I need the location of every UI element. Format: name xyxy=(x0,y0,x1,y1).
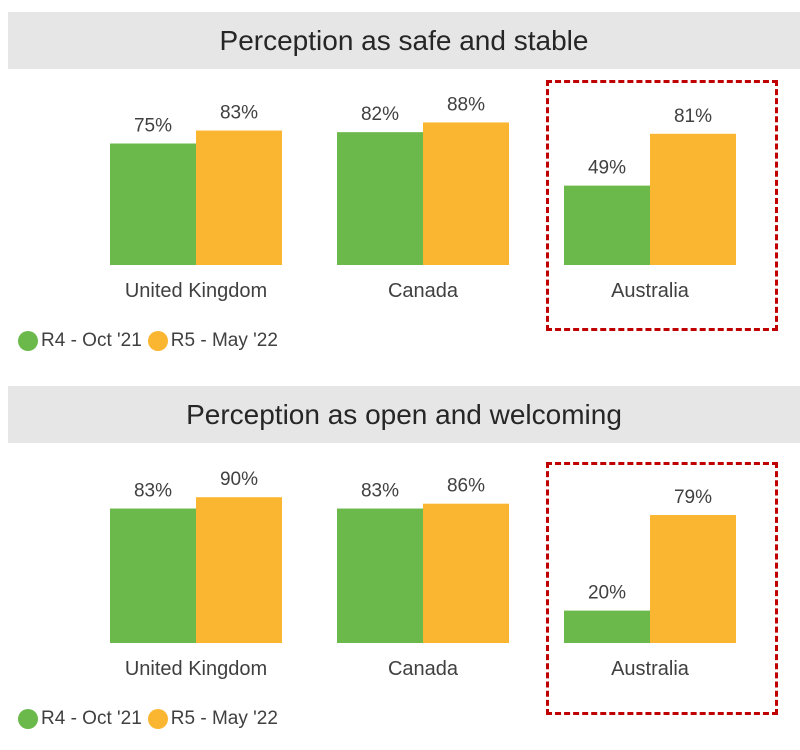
data-label-australia-r4: 49% xyxy=(588,158,626,179)
data-label-united-kingdom-r5: 90% xyxy=(220,469,258,490)
data-label-united-kingdom-r5: 83% xyxy=(220,103,258,124)
legend-item-r5: R5 - May '22 xyxy=(147,330,278,352)
bar-united-kingdom-r4 xyxy=(110,143,196,265)
chart-title: Perception as safe and stable xyxy=(219,24,589,56)
data-label-australia-r5: 79% xyxy=(674,487,712,508)
chart-panel-open-welcoming: Perception as open and welcoming 83% 90% U… xyxy=(0,375,800,750)
bar-australia-r5 xyxy=(650,515,736,643)
bar-australia-r4 xyxy=(564,185,650,265)
data-label-canada-r4: 82% xyxy=(361,104,399,125)
bar-canada-r4 xyxy=(337,508,423,643)
australia-highlight-box xyxy=(546,80,778,331)
data-label-united-kingdom-r4: 83% xyxy=(134,481,172,502)
legend: R4 - Oct '21 R5 - May '22 xyxy=(18,330,284,352)
legend-label-r5: R5 - May '22 xyxy=(170,708,278,729)
category-label-australia: Australia xyxy=(611,280,690,302)
bar-australia-r5 xyxy=(650,133,736,265)
legend-dot-r4 xyxy=(18,331,38,351)
legend-item-r5: R5 - May '22 xyxy=(147,708,278,730)
bar-canada-r5 xyxy=(423,122,509,265)
data-label-united-kingdom-r4: 75% xyxy=(134,116,172,137)
chart-title: Perception as open and welcoming xyxy=(186,398,622,430)
data-label-australia-r5: 81% xyxy=(674,106,712,127)
legend-label-r4: R4 - Oct '21 xyxy=(41,708,142,729)
legend-label-r5: R5 - May '22 xyxy=(170,330,278,351)
bar-united-kingdom-r5 xyxy=(196,497,282,643)
legend: R4 - Oct '21 R5 - May '22 xyxy=(18,708,284,730)
legend-dot-r4 xyxy=(18,709,38,729)
category-label-australia: Australia xyxy=(611,658,690,680)
australia-highlight-box xyxy=(546,462,778,715)
category-label-united-kingdom: United Kingdom xyxy=(125,658,267,680)
bar-chart-safe-stable: 75% 83% United Kingdom 82% 88% Canada 49% 81% Au… xyxy=(110,94,736,302)
bar-united-kingdom-r5 xyxy=(196,130,282,265)
bar-united-kingdom-r4 xyxy=(110,508,196,643)
legend-item-r4: R4 - Oct '21 xyxy=(18,708,142,730)
chart-title-band: Perception as safe and stable xyxy=(8,12,800,69)
chart-title-band: Perception as open and welcoming xyxy=(8,386,800,443)
category-label-united-kingdom: United Kingdom xyxy=(125,280,267,302)
bar-canada-r5 xyxy=(423,503,509,643)
bar-chart-open-welcoming: 83% 90% United Kingdom 83% 86% Canada 20% 79% Au… xyxy=(110,469,736,680)
bar-australia-r4 xyxy=(564,610,650,643)
category-label-canada: Canada xyxy=(388,658,459,680)
category-label-canada: Canada xyxy=(388,280,459,302)
legend-label-r4: R4 - Oct '21 xyxy=(41,330,142,351)
legend-item-r4: R4 - Oct '21 xyxy=(18,330,142,352)
data-label-australia-r4: 20% xyxy=(588,583,626,604)
legend-dot-r5 xyxy=(147,709,168,729)
data-label-canada-r5: 88% xyxy=(447,94,485,115)
bar-canada-r4 xyxy=(337,132,423,265)
data-label-canada-r4: 83% xyxy=(361,481,399,502)
legend-dot-r5 xyxy=(147,331,168,351)
data-label-canada-r5: 86% xyxy=(447,476,485,497)
chart-panel-safe-stable: Perception as safe and stable 75% 83% Unit… xyxy=(8,12,800,352)
